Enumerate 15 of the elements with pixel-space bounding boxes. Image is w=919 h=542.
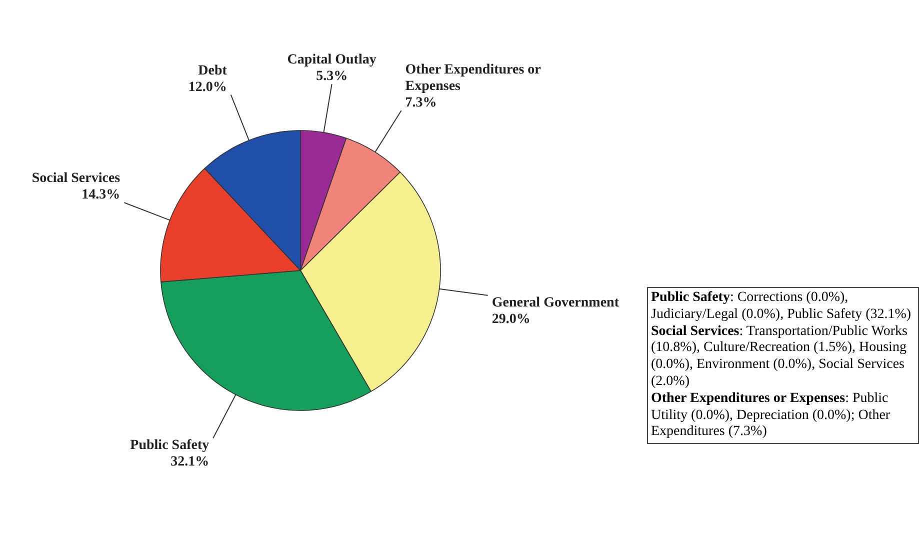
- data-label: 7.3%: [405, 96, 437, 111]
- data-label: 32.1%: [170, 454, 210, 470]
- slice-label: Capital Outlay: [287, 52, 376, 68]
- text: Other Expenditures or Expenses: Public Utility (0.0%), Depreciation (0.0%); Other Expenditures (7.3%): [651, 390, 890, 440]
- data-label: 14.3%: [82, 188, 120, 203]
- slice-label: Social Services: [32, 171, 121, 186]
- slice-label: General Government: [492, 295, 620, 310]
- data-label: 5.3%: [316, 69, 348, 84]
- text: Social Services: Transportation/Public Works (10.8%), Culture/Recreation (1.5%), Housing (0.0%), Environment (0.0%), Social Services (2.0%): [651, 324, 908, 389]
- slice-label: Other Expenditures or Expenses: [405, 62, 541, 94]
- slice-label: Debt: [198, 63, 228, 78]
- data-label: 29.0%: [492, 312, 530, 327]
- slice-label: Public Safety: [130, 438, 210, 454]
- text: Public Safety: Corrections (0.0%), Judiciary/Legal (0.0%), Public Safety (32.1%): [651, 290, 912, 322]
- data-label: 12.0%: [188, 80, 227, 95]
